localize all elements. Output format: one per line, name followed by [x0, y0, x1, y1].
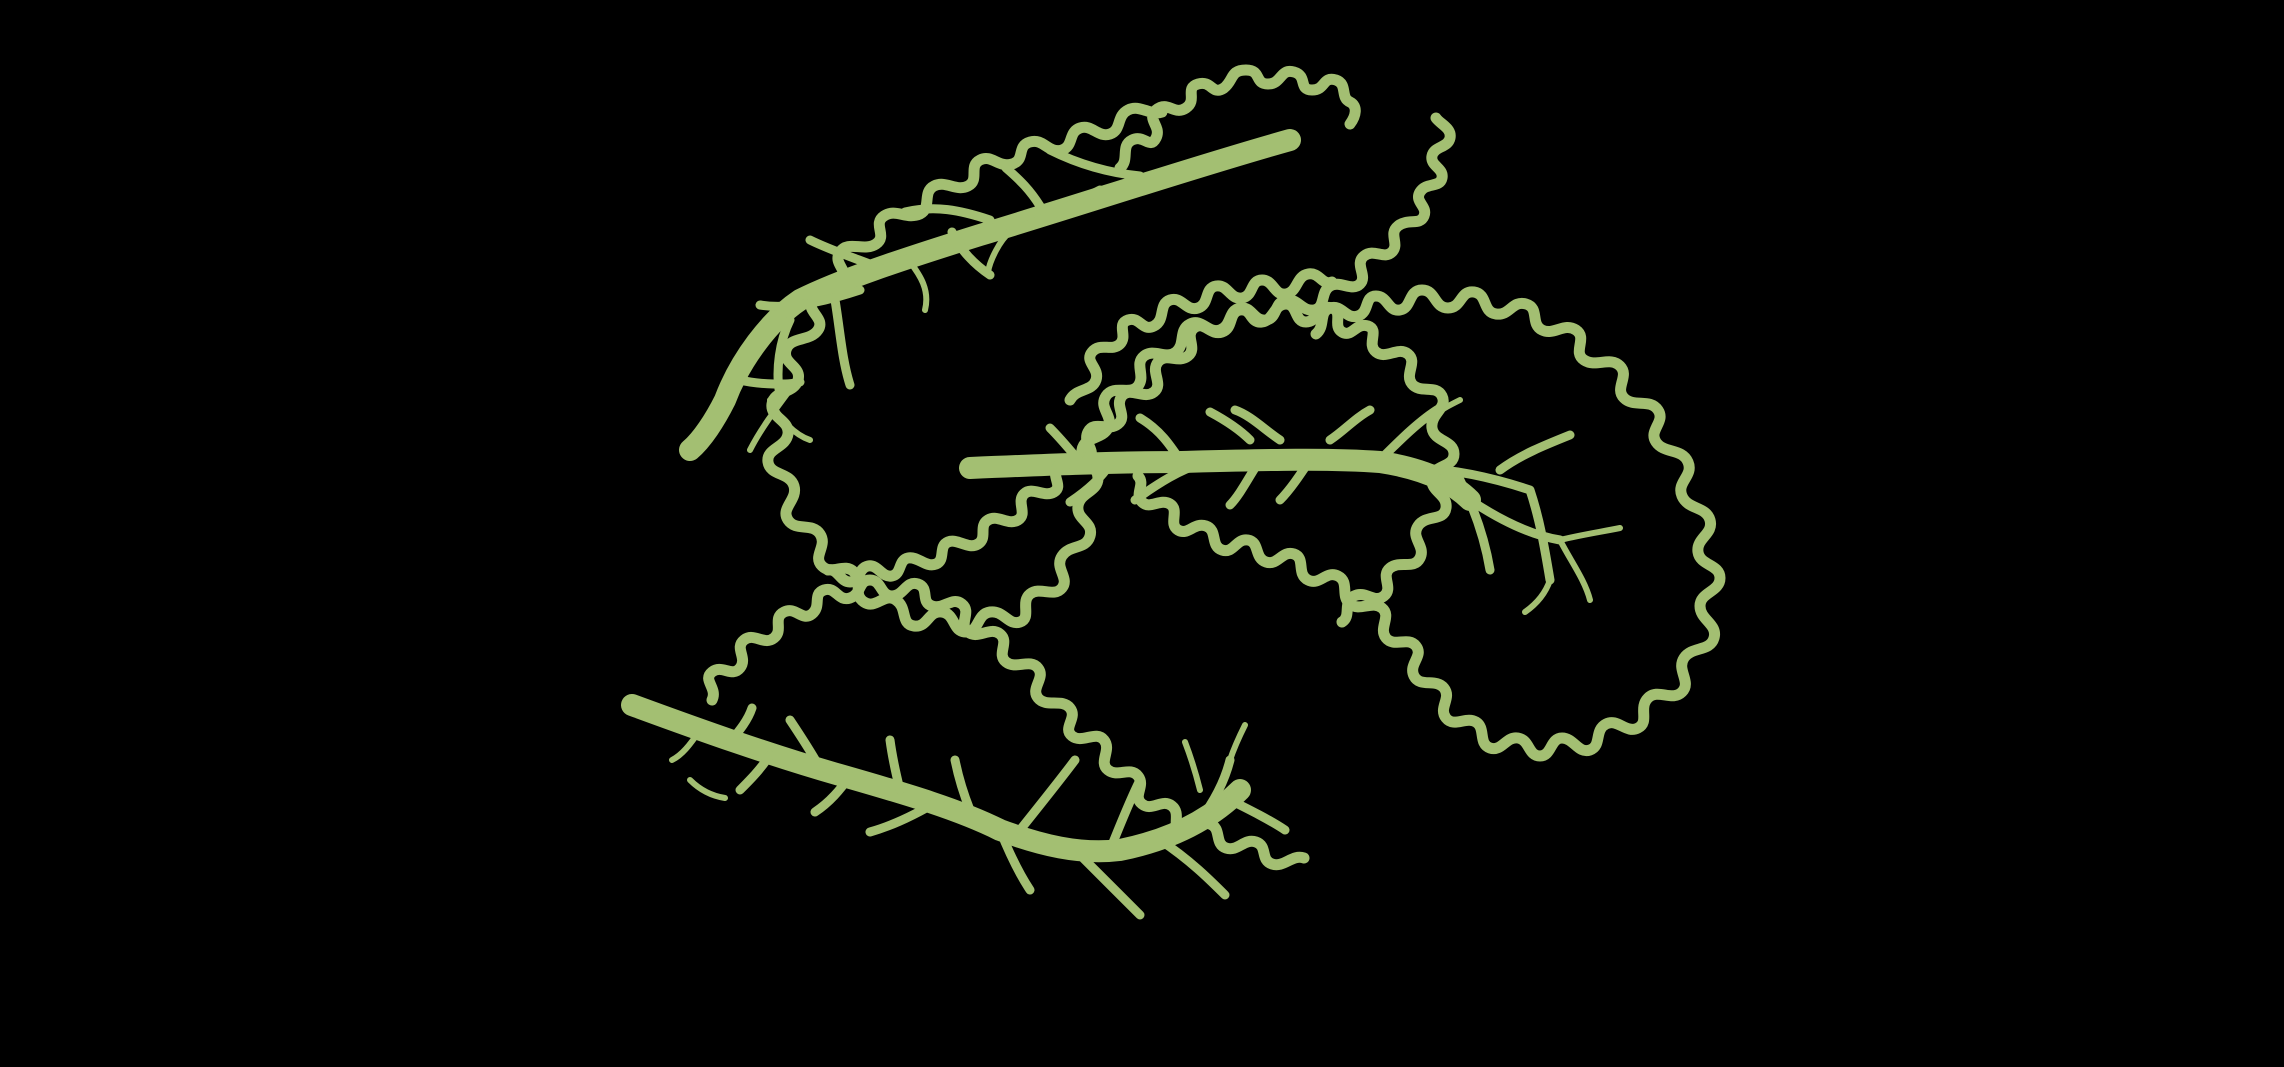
- leaf-bottom-left-midrib: [621, 694, 1251, 863]
- leaf-top-left-vein: [735, 145, 1145, 400]
- leaf-top-left-veinlet: [747, 229, 1013, 453]
- kale-leaf-bottom-left-icon: [621, 298, 1460, 920]
- leaf-top-left-midrib: [679, 129, 1301, 461]
- leaf-middle-right-vein: [1045, 403, 1575, 585]
- leaf-middle-right-veinlet: [1427, 397, 1623, 615]
- kale-leaf-top-left-icon: [679, 64, 1456, 638]
- leaf-bottom-left-vein: [725, 703, 1290, 920]
- leaf-bottom-left-veinlet: [669, 722, 1248, 801]
- kale-leaf-middle-right-icon: [959, 268, 1726, 762]
- leaf-middle-right-outline: [1064, 268, 1726, 762]
